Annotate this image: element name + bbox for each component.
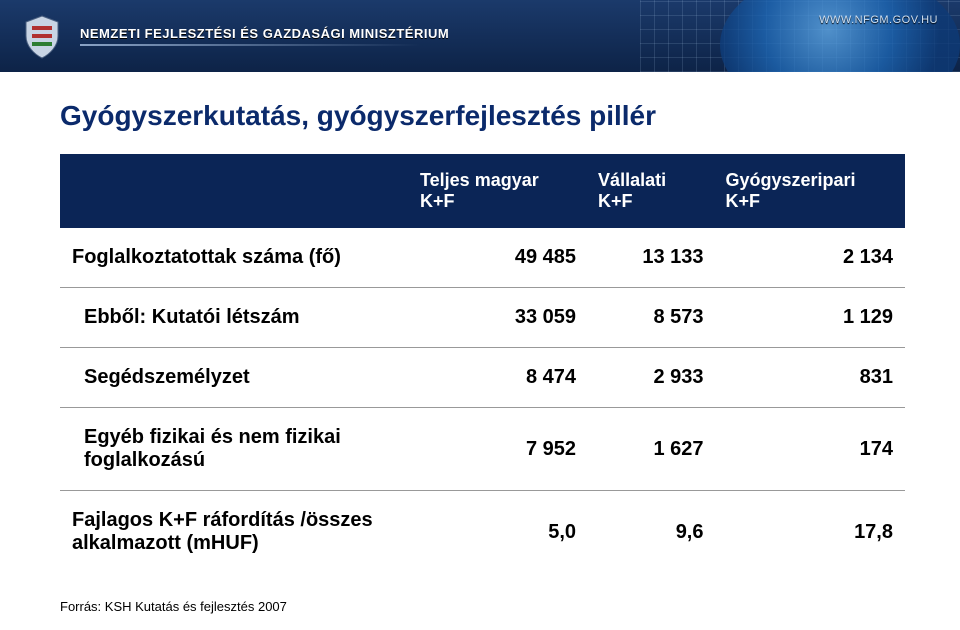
cell-pharma: 174 (716, 408, 906, 491)
row-label: Foglalkoztatottak száma (fő) (60, 228, 410, 288)
site-url: WWW.NFGM.GOV.HU (819, 14, 938, 26)
cell-total: 49 485 (410, 228, 588, 288)
cell-corp: 2 933 (588, 348, 715, 408)
table-row: Fajlagos K+F ráfordítás /összes alkalmaz… (60, 491, 905, 574)
table-body: Foglalkoztatottak száma (fő) 49 485 13 1… (60, 228, 905, 573)
col-header-pharma: Gyógyszeripari K+F (716, 154, 906, 228)
table-header-row: Teljes magyar K+F Vállalati K+F Gyógysze… (60, 154, 905, 228)
banner-title-wrap: NEMZETI FEJLESZTÉSI ÉS GAZDASÁGI MINISZT… (80, 26, 449, 46)
cell-total: 5,0 (410, 491, 588, 574)
row-label: Ebből: Kutatói létszám (60, 288, 410, 348)
table-row: Egyéb fizikai és nem fizikai foglalkozás… (60, 408, 905, 491)
col-header-corp: Vállalati K+F (588, 154, 715, 228)
row-label: Fajlagos K+F ráfordítás /összes alkalmaz… (60, 491, 410, 574)
ministry-name: NEMZETI FEJLESZTÉSI ÉS GAZDASÁGI MINISZT… (80, 26, 449, 41)
cell-pharma: 1 129 (716, 288, 906, 348)
page-title: Gyógyszerkutatás, gyógyszerfejlesztés pi… (60, 100, 905, 132)
cell-total: 7 952 (410, 408, 588, 491)
col-header-total: Teljes magyar K+F (410, 154, 588, 228)
banner-underline (80, 44, 420, 46)
row-label: Egyéb fizikai és nem fizikai foglalkozás… (60, 408, 410, 491)
globe-icon (720, 0, 960, 72)
table-row: Foglalkoztatottak száma (fő) 49 485 13 1… (60, 228, 905, 288)
cell-total: 33 059 (410, 288, 588, 348)
crest-icon (18, 12, 66, 60)
cell-corp: 8 573 (588, 288, 715, 348)
header-banner: NEMZETI FEJLESZTÉSI ÉS GAZDASÁGI MINISZT… (0, 0, 960, 72)
cell-corp: 1 627 (588, 408, 715, 491)
cell-pharma: 2 134 (716, 228, 906, 288)
data-table: Teljes magyar K+F Vállalati K+F Gyógysze… (60, 154, 905, 573)
table-row: Ebből: Kutatói létszám 33 059 8 573 1 12… (60, 288, 905, 348)
cell-pharma: 831 (716, 348, 906, 408)
cell-corp: 13 133 (588, 228, 715, 288)
row-label: Segédszemélyzet (60, 348, 410, 408)
cell-pharma: 17,8 (716, 491, 906, 574)
slide-content: Gyógyszerkutatás, gyógyszerfejlesztés pi… (0, 72, 960, 614)
table-row: Segédszemélyzet 8 474 2 933 831 (60, 348, 905, 408)
cell-corp: 9,6 (588, 491, 715, 574)
cell-total: 8 474 (410, 348, 588, 408)
col-header-label (60, 154, 410, 228)
source-note: Forrás: KSH Kutatás és fejlesztés 2007 (60, 599, 905, 614)
